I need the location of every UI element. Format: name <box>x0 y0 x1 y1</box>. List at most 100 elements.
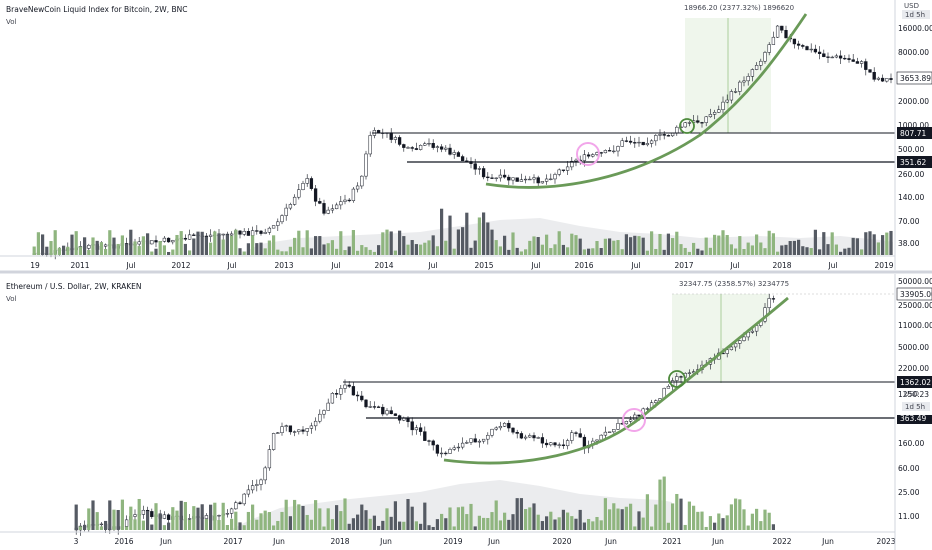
volume-bar <box>595 241 599 255</box>
candle <box>238 230 242 235</box>
svg-text:807.71: 807.71 <box>900 129 926 138</box>
candle <box>733 343 738 348</box>
candle <box>712 112 717 115</box>
volume-bar <box>53 230 57 255</box>
volume-bar <box>91 500 95 530</box>
candle <box>813 48 818 53</box>
volume-bar <box>549 248 553 255</box>
volume-bar <box>830 232 834 255</box>
candle <box>477 440 482 443</box>
candle <box>733 91 738 93</box>
volume-bar <box>860 249 864 255</box>
candle <box>137 241 141 245</box>
volume-bar <box>587 248 591 255</box>
volume-bar <box>717 235 721 255</box>
volume-bar <box>729 504 733 530</box>
volume-bar <box>410 506 414 530</box>
candle <box>662 134 666 136</box>
volume-bar <box>788 241 792 255</box>
volume-bar <box>624 234 628 255</box>
time-tick-label: Jul <box>226 261 236 270</box>
candle <box>738 81 742 92</box>
candle <box>322 203 326 214</box>
candle <box>162 514 167 519</box>
volume-bar <box>234 229 238 255</box>
volume-bar <box>675 493 679 530</box>
time-tick-label: Jun <box>272 537 285 546</box>
volume-bar <box>347 246 351 255</box>
volume-bar <box>641 517 645 530</box>
candle <box>326 209 330 214</box>
bitcoin-pane[interactable]: BraveNewCoin Liquid Index for Bitcoin, 2… <box>0 0 932 270</box>
time-tick-label: Jul <box>427 261 437 270</box>
volume-bar <box>133 519 137 530</box>
candle <box>360 395 364 401</box>
volume-bar <box>154 248 158 255</box>
volume-bar <box>188 519 192 530</box>
candle <box>784 30 788 39</box>
volume-bar <box>406 244 410 255</box>
volume-bar <box>125 243 129 255</box>
ethereum-pane[interactable]: Ethereum / U.S. Dollar, 2W, KRAKEN Vol 3… <box>0 274 932 550</box>
candle <box>318 413 322 422</box>
volume-bar <box>263 248 267 255</box>
volume-bar <box>687 501 691 530</box>
volume-bar <box>213 502 217 530</box>
level-badge: 351.62 <box>897 156 932 168</box>
volume-bar <box>738 236 742 255</box>
candle <box>166 514 171 520</box>
volume-bar <box>725 515 729 530</box>
volume-bar <box>120 499 124 530</box>
volume-bar <box>179 231 183 255</box>
volume-bar <box>851 237 855 255</box>
candle <box>796 43 801 46</box>
candle <box>767 298 771 308</box>
candle <box>528 178 532 181</box>
volume-bar <box>549 511 553 530</box>
volume-label: Vol <box>6 18 17 26</box>
candle <box>162 237 167 242</box>
candle <box>444 147 448 150</box>
volume-bar <box>528 240 532 255</box>
pane-title: Ethereum / U.S. Dollar, 2W, KRAKEN <box>6 282 142 291</box>
volume-bar <box>440 513 444 530</box>
candle <box>280 215 284 223</box>
volume-bar <box>108 500 112 530</box>
volume-bar <box>431 235 435 255</box>
time-tick-label: Jul <box>125 261 135 270</box>
candle <box>410 147 414 149</box>
volume-bar <box>179 500 183 530</box>
volume-bar <box>633 235 637 255</box>
candle <box>696 120 700 123</box>
volume-bar <box>482 517 486 530</box>
time-tick-label: Jun <box>821 537 834 546</box>
volume-bar <box>242 251 246 255</box>
price-tick-label: 8000.00 <box>898 48 929 57</box>
candle <box>376 130 381 134</box>
candle <box>414 148 419 150</box>
volume-bar <box>587 518 591 530</box>
candle <box>675 126 679 134</box>
candle <box>658 134 662 136</box>
candle <box>763 52 767 62</box>
volume-bar <box>99 242 103 255</box>
candle <box>418 145 423 150</box>
volume-bar <box>658 479 662 530</box>
volume-bar <box>305 514 309 530</box>
volume-bar <box>603 498 607 530</box>
candle <box>519 179 524 182</box>
volume-bar <box>456 229 460 255</box>
candle <box>767 44 771 53</box>
volume-bar <box>322 244 326 255</box>
candle <box>347 384 351 387</box>
volume-bar <box>104 249 108 255</box>
volume-bar <box>687 251 691 255</box>
time-tick-label: 2021 <box>662 537 681 546</box>
candle <box>330 393 335 404</box>
volume-bar <box>209 504 213 530</box>
candle <box>99 523 104 526</box>
candle <box>557 444 561 446</box>
volume-bar <box>708 516 712 530</box>
volume-bar <box>45 246 49 255</box>
time-axis: 3 2016 Jun 2017 Jun 2018 Jun 2019 Jun 2020 Jun 2021… <box>74 537 896 546</box>
